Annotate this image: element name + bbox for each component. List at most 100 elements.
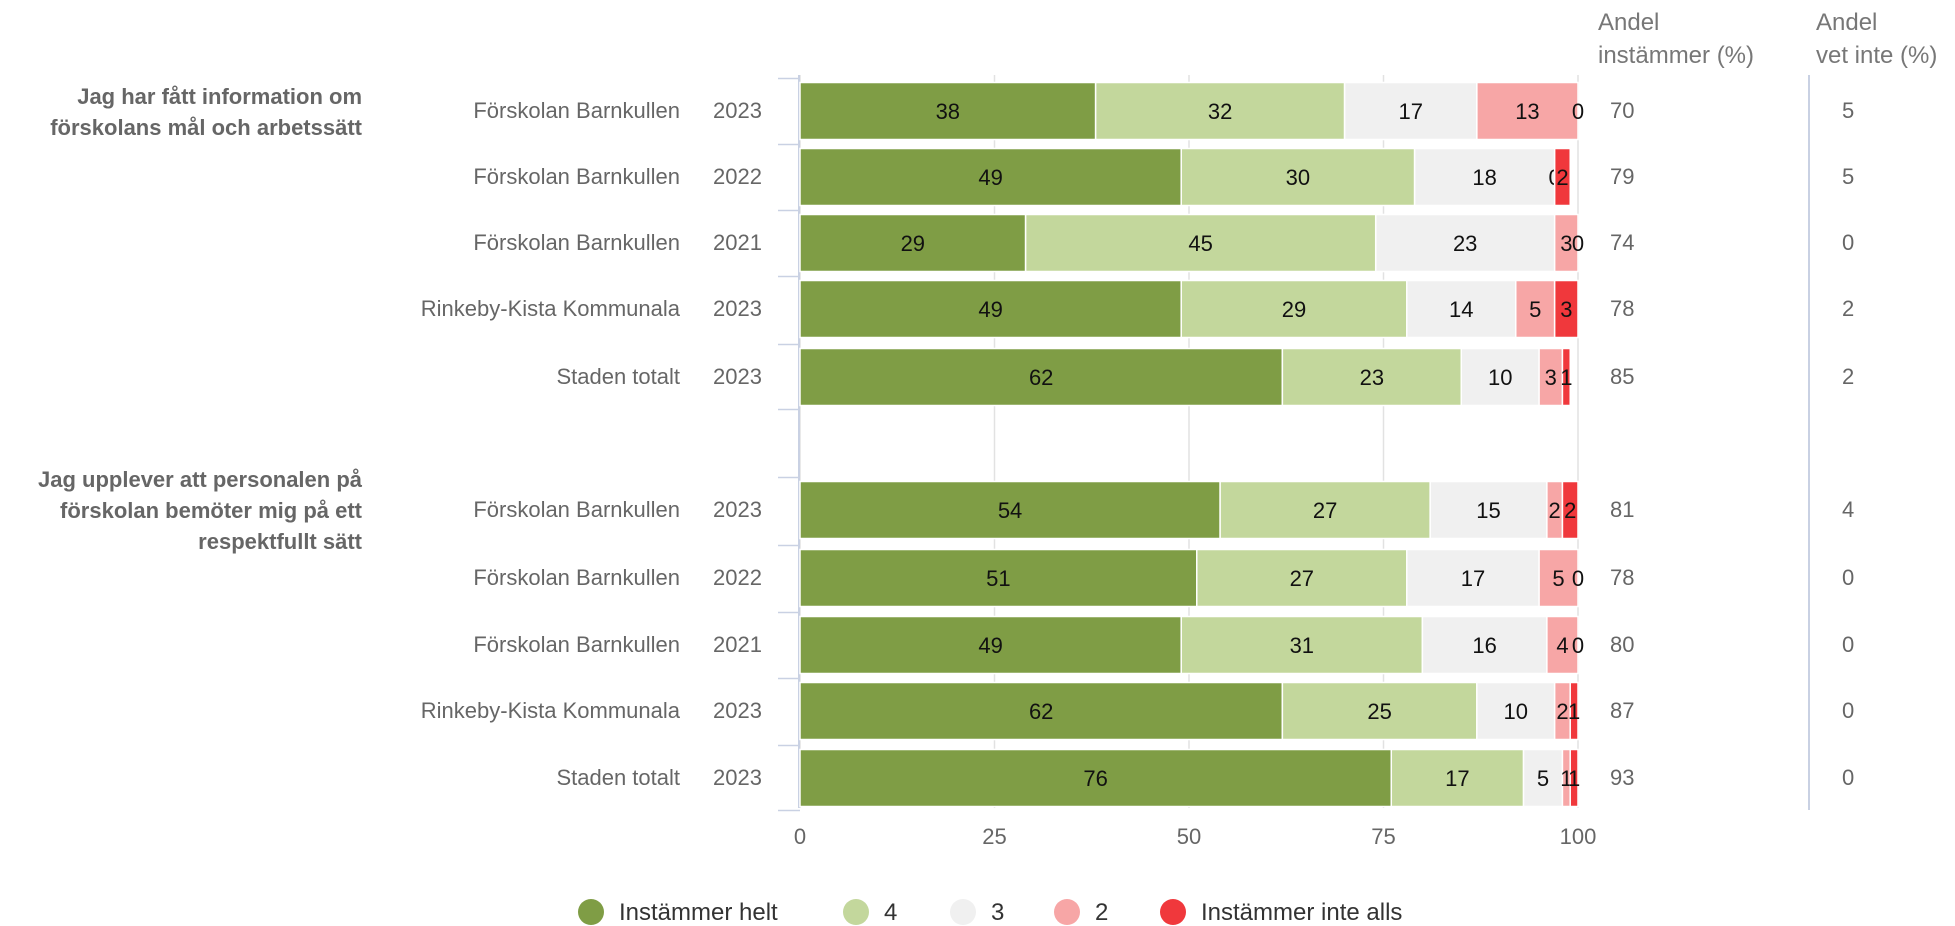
bar-value-label: 17	[1398, 99, 1422, 124]
x-tick-label: 25	[982, 824, 1006, 849]
legend-item[interactable]: Instämmer inte alls	[1160, 899, 1402, 926]
bar-value-label: 0	[1572, 99, 1584, 124]
bar-value-label: 0	[1572, 633, 1584, 658]
bar-value-label: 25	[1367, 699, 1391, 724]
share-dont-know-header: Andel	[1816, 9, 1877, 36]
bar-value-label: 1	[1568, 766, 1580, 791]
bar-segment	[1476, 681, 1556, 741]
bar-value-label: 3	[1560, 297, 1572, 322]
bar-segment	[1460, 347, 1540, 407]
bar-value-label: 10	[1504, 699, 1528, 724]
bar-value-label: 23	[1453, 231, 1477, 256]
bar-value-label: 30	[1286, 165, 1310, 190]
bar-value-label: 5	[1537, 766, 1549, 791]
bar-value-label: 1	[1568, 699, 1580, 724]
bar-segment	[799, 748, 1393, 808]
share-dont-know-value: 4	[1842, 497, 1854, 522]
bar-value-label: 29	[1282, 297, 1306, 322]
row-year-label: 2021	[713, 230, 762, 255]
bar-value-label: 0	[1572, 566, 1584, 591]
bar-segment	[1343, 81, 1478, 141]
legend-item[interactable]: Instämmer helt	[578, 899, 778, 926]
share-dont-know-value: 5	[1842, 164, 1854, 189]
bar-segment	[1522, 748, 1564, 808]
bar-value-label: 54	[998, 498, 1022, 523]
bar-value-label: 27	[1290, 566, 1314, 591]
row-unit-label: Staden totalt	[556, 364, 680, 389]
share-dont-know-header: vet inte (%)	[1816, 42, 1937, 69]
question-label: Jag upplever att personalen på	[38, 467, 363, 492]
row-unit-label: Rinkeby-Kista Kommunala	[421, 698, 681, 723]
share-agree-value: 81	[1610, 497, 1634, 522]
x-tick-label: 0	[794, 824, 806, 849]
legend-label: 2	[1095, 899, 1108, 926]
share-agree-value: 79	[1610, 164, 1634, 189]
share-agree-value: 74	[1610, 230, 1634, 255]
row-year-label: 2022	[713, 565, 762, 590]
bar-segment	[1561, 480, 1579, 540]
bar-segment	[799, 279, 1182, 339]
x-tick-label: 50	[1177, 824, 1201, 849]
bar-value-label: 76	[1083, 766, 1107, 791]
row-unit-label: Förskolan Barnkullen	[473, 164, 680, 189]
row-unit-label: Rinkeby-Kista Kommunala	[421, 296, 681, 321]
bar-value-label: 14	[1449, 297, 1473, 322]
bar-segment	[1569, 681, 1579, 741]
legend-label: Instämmer inte alls	[1201, 899, 1402, 926]
bar-segment	[1553, 147, 1571, 207]
bar-segment	[1561, 347, 1571, 407]
bar-value-label: 4	[1556, 633, 1568, 658]
bar-value-label: 18	[1472, 165, 1496, 190]
bar-segment	[1546, 615, 1579, 675]
bar-value-label: 1	[1560, 766, 1572, 791]
side-column-headers: Andel instämmer (%) Andel vet inte (%)	[1598, 9, 1937, 69]
bar-value-label: 5	[1529, 297, 1541, 322]
bar-segment	[1569, 748, 1579, 808]
bar-segment	[1476, 81, 1579, 141]
x-tick-label: 75	[1371, 824, 1395, 849]
share-dont-know-value: 2	[1842, 296, 1854, 321]
legend[interactable]: Instämmer helt 4 3 2 Instämmer inte alls	[578, 899, 1402, 926]
bar-segment	[1406, 279, 1517, 339]
bar-value-label: 15	[1476, 498, 1500, 523]
bar-value-label: 32	[1208, 99, 1232, 124]
question-label: Jag har fått information om	[77, 84, 362, 109]
bar-segment	[799, 480, 1221, 540]
bar-segment	[799, 213, 1027, 273]
bar-segment	[1553, 213, 1579, 273]
share-dont-know-value: 2	[1842, 364, 1854, 389]
row-unit-label: Förskolan Barnkullen	[473, 565, 680, 590]
question-label: respektfullt sätt	[198, 529, 362, 554]
row-unit-label: Förskolan Barnkullen	[473, 98, 680, 123]
row-unit-label: Förskolan Barnkullen	[473, 230, 680, 255]
bar-segment	[1390, 748, 1525, 808]
bar-segment	[1180, 279, 1408, 339]
legend-item[interactable]: 3	[950, 899, 1004, 926]
bar-segment	[1413, 147, 1556, 207]
bar-value-label: 45	[1188, 231, 1212, 256]
bar-value-label: 2	[1556, 165, 1568, 190]
legend-swatch	[843, 899, 869, 925]
bar-value-label: 2	[1549, 498, 1561, 523]
question-label: förskolans mål och arbetssätt	[50, 115, 362, 140]
share-agree-value: 78	[1610, 565, 1634, 590]
share-agree-value: 70	[1610, 98, 1634, 123]
bar-segment	[1196, 548, 1408, 608]
share-agree-value: 85	[1610, 364, 1634, 389]
bar-segment	[1180, 615, 1424, 675]
legend-item[interactable]: 2	[1054, 899, 1108, 926]
legend-swatch	[1054, 899, 1080, 925]
bar-value-label: 2	[1564, 498, 1576, 523]
bar-segment	[1406, 548, 1540, 608]
bar-value-label: 62	[1029, 699, 1053, 724]
legend-item[interactable]: 4	[843, 899, 897, 926]
share-agree-value: 93	[1610, 765, 1634, 790]
row-year-label: 2023	[713, 98, 762, 123]
share-agree-value: 80	[1610, 632, 1634, 657]
bar-segment	[799, 147, 1182, 207]
bar-value-label: 62	[1029, 365, 1053, 390]
row-year-label: 2022	[713, 164, 762, 189]
bar-value-label: 38	[936, 99, 960, 124]
share-dont-know-value: 0	[1842, 765, 1854, 790]
